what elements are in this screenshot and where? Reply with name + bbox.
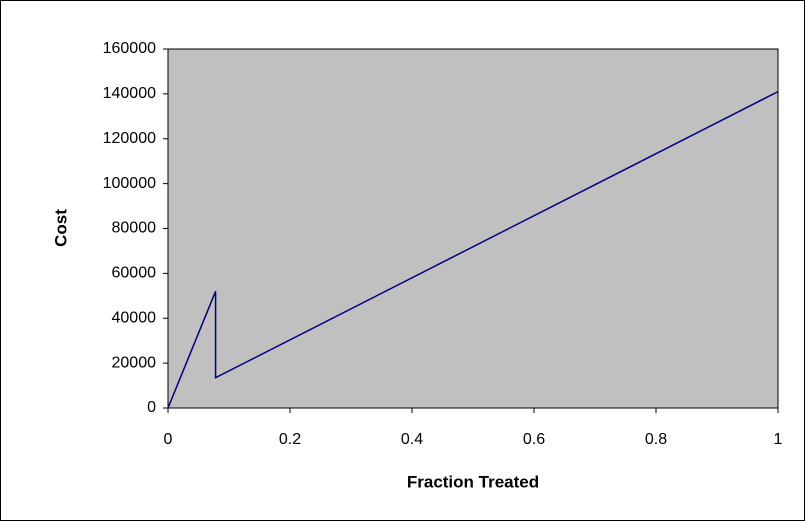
x-tick-label: 0 [164,431,173,448]
plot-area [167,48,779,409]
y-tick-label: 0 [147,399,156,416]
y-tick-label: 80000 [112,220,157,237]
x-tick-label: 0.4 [401,431,423,448]
y-tick-label: 60000 [112,265,157,282]
y-tick-label: 140000 [103,85,156,102]
y-tick-label: 120000 [103,130,156,147]
x-axis-title: Fraction Treated [407,472,539,491]
data-line [167,90,779,409]
y-tick-label: 20000 [112,354,157,371]
x-tick-label: 1 [774,431,783,448]
x-tick-label: 0.6 [523,431,545,448]
x-tick-label: 0.8 [645,431,667,448]
y-axis-title: Cost [51,209,70,247]
x-tick-label: 0.2 [279,431,301,448]
y-tick-label: 100000 [103,175,156,192]
y-tick-label: 40000 [112,309,157,326]
y-tick-label: 160000 [103,40,156,57]
